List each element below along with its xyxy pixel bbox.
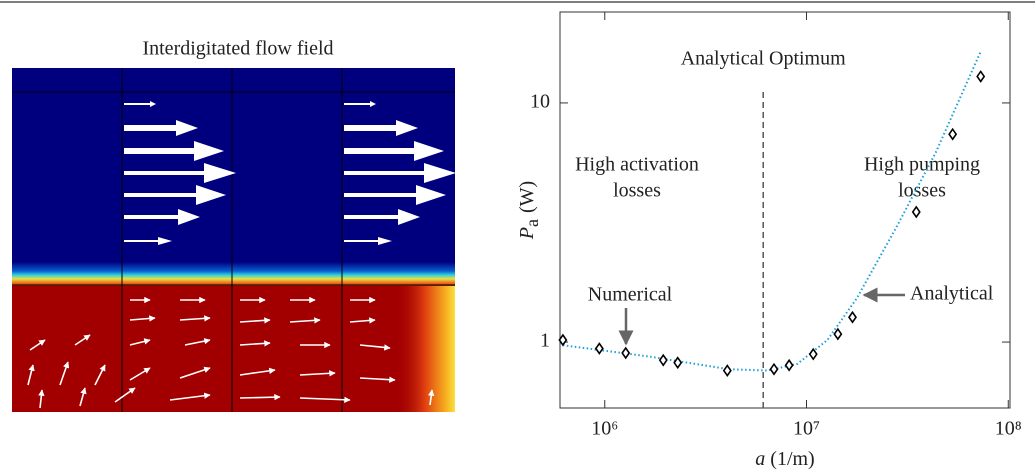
- plot-frame: [559, 11, 1011, 409]
- data-point: [833, 327, 843, 341]
- annotation: High pumping: [864, 154, 980, 176]
- image-title: Interdigitated flow field: [142, 38, 333, 60]
- y-label-subscript: a: [522, 219, 542, 227]
- x-axis-label: a (1/m): [755, 448, 814, 470]
- data-point: [976, 70, 986, 83]
- annotation: High activation: [575, 154, 699, 176]
- x-label-unit: (1/m): [770, 448, 814, 470]
- data-point: [658, 353, 668, 367]
- data-point: [558, 333, 568, 347]
- series-label: Numerical: [588, 284, 673, 306]
- data-point: [848, 310, 857, 324]
- x-tick-label: 10⁶: [591, 418, 618, 440]
- annotation: losses: [613, 180, 661, 202]
- y-tick-label: 1: [540, 330, 550, 352]
- data-point: [594, 342, 604, 355]
- data-point: [722, 364, 732, 377]
- optimum-label: Analytical Optimum: [681, 48, 846, 70]
- y-label-unit: (W): [516, 181, 538, 213]
- chart: [559, 11, 1011, 409]
- y-tick-label: 10: [530, 91, 550, 113]
- data-point: [784, 358, 794, 372]
- x-label-symbol: a: [755, 448, 765, 470]
- x-tick-label: 10⁸: [995, 418, 1022, 440]
- data-point: [769, 362, 779, 376]
- data-point: [948, 127, 958, 141]
- annotation: losses: [898, 180, 946, 202]
- data-point: [808, 347, 818, 361]
- series-label: Analytical: [910, 283, 994, 305]
- x-tick-label: 10⁷: [793, 418, 820, 440]
- y-label-symbol: P: [516, 227, 538, 240]
- data-point: [621, 346, 631, 360]
- flow-field-image: Interdigitated flow field: [12, 38, 456, 412]
- y-axis-label: Pa (W): [516, 181, 543, 240]
- data-point: [911, 205, 921, 219]
- data-point: [673, 356, 683, 370]
